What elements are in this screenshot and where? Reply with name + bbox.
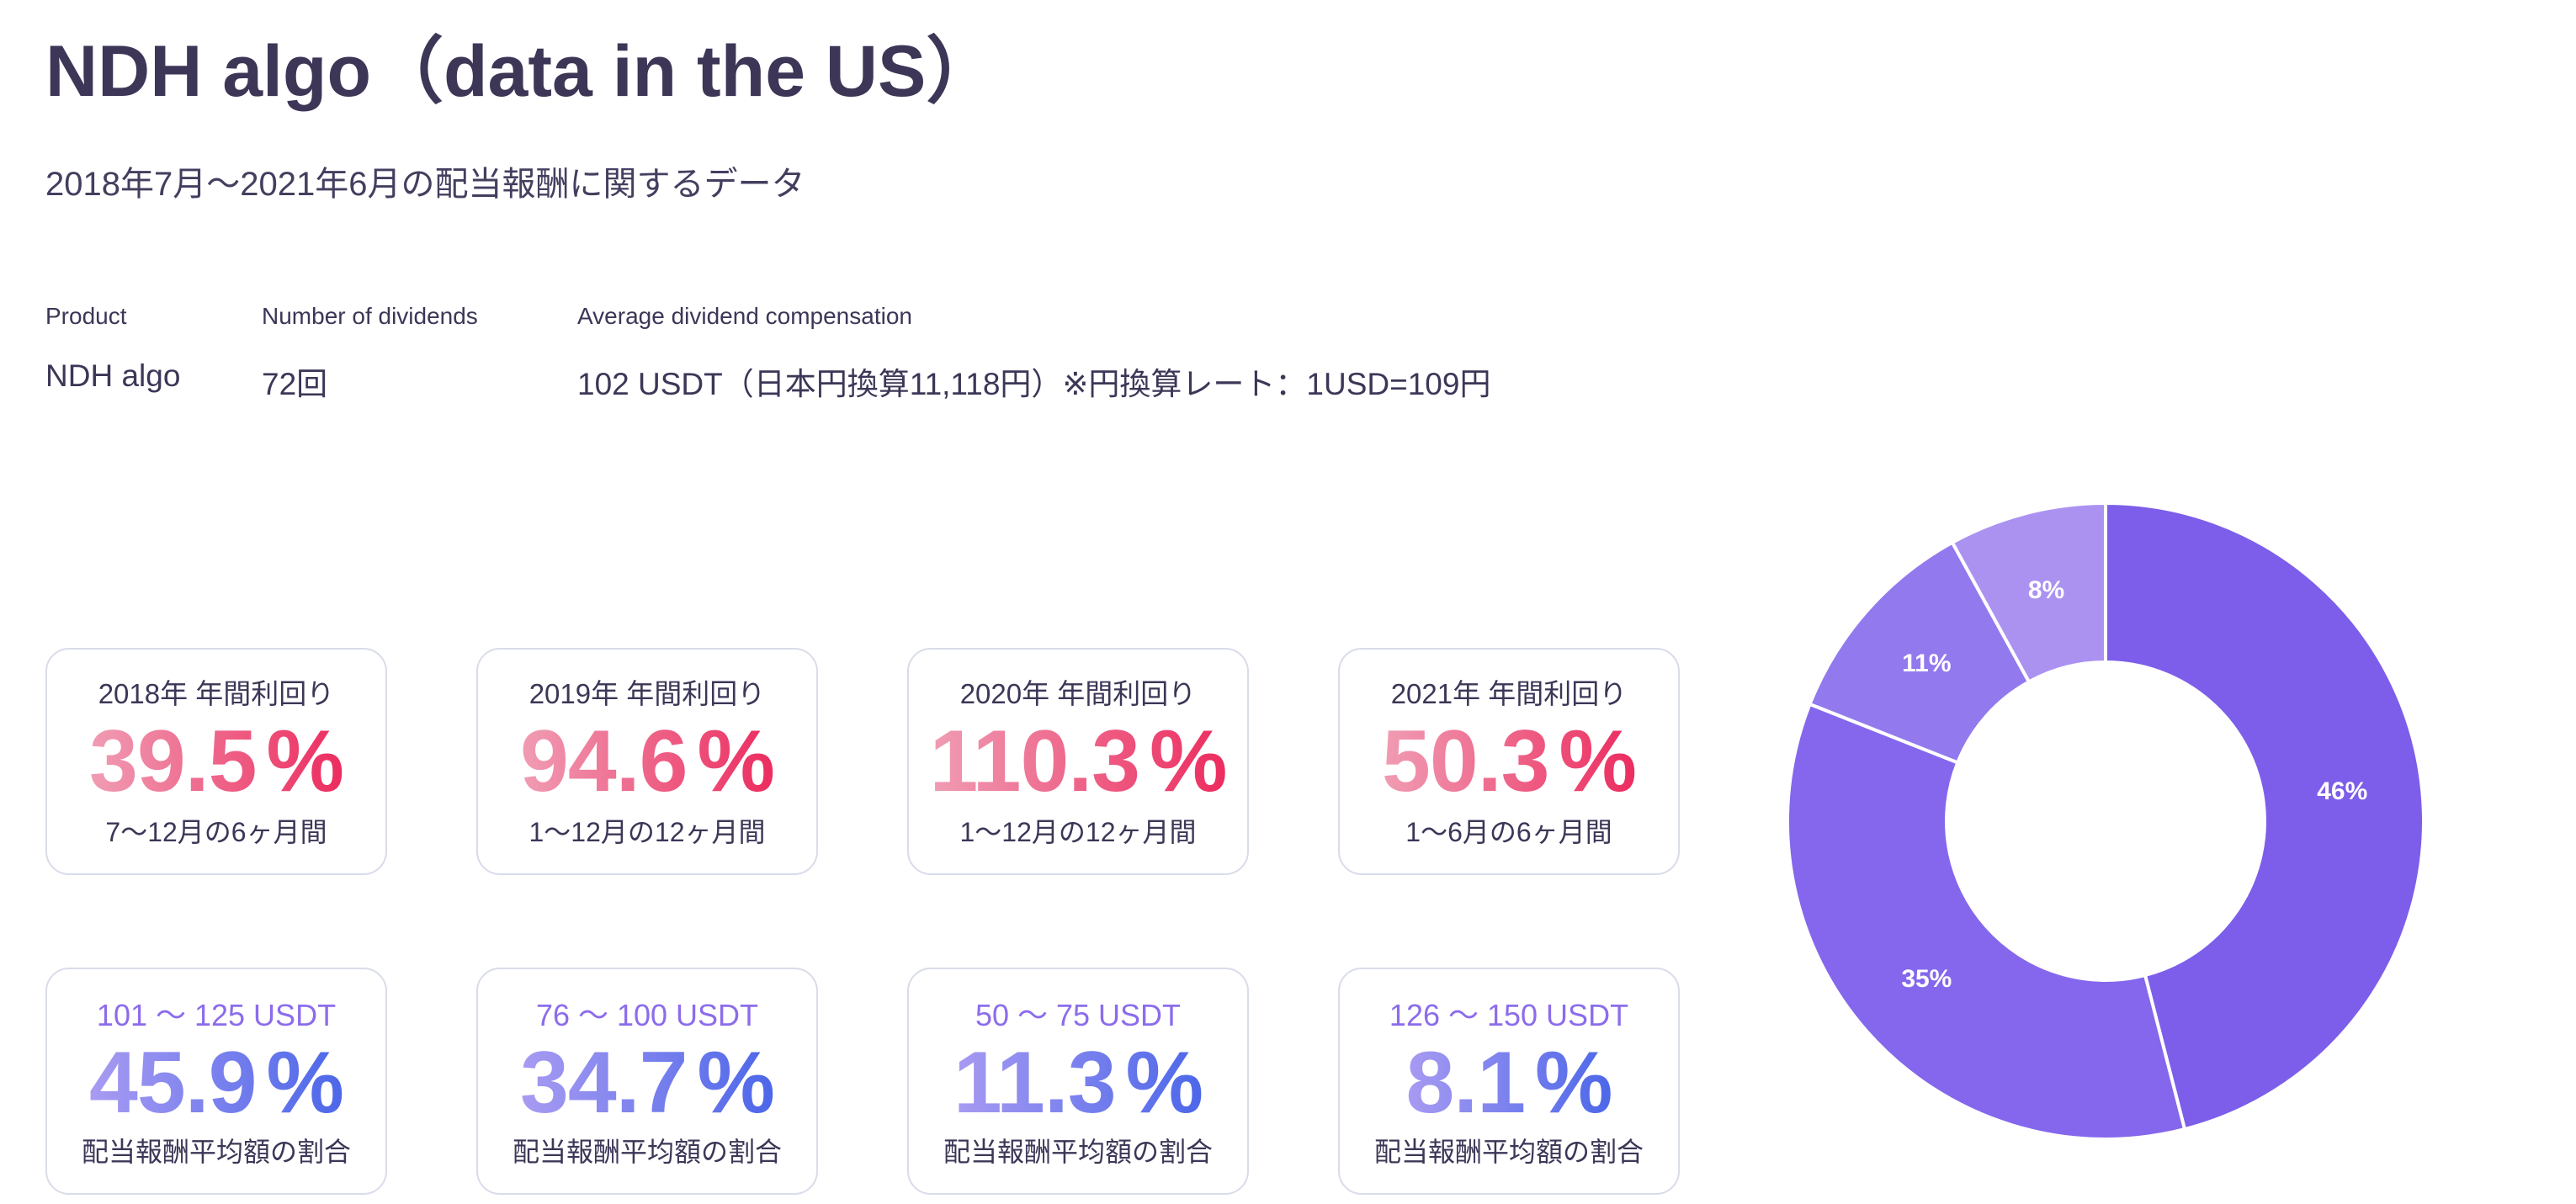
info-value-product: NDH algo xyxy=(45,358,181,393)
info-col-product: Product NDH algo xyxy=(45,303,262,394)
yield-card: 2019年 年間利回り 94.6 % 1～12月の12ヶ月間 xyxy=(476,648,818,875)
yield-card-period: 1～6月の6ヶ月間 xyxy=(1405,817,1612,847)
dividend-card-value: 8.1 % xyxy=(1405,1039,1612,1127)
percent-sign: % xyxy=(1535,1034,1612,1132)
dividend-card-value: 34.7 % xyxy=(520,1039,774,1127)
donut-segment xyxy=(1950,501,2107,684)
yield-percent-number: 50.3 xyxy=(1382,713,1549,810)
yield-card: 2020年 年間利回り 110.3 % 1～12月の12ヶ月間 xyxy=(907,648,1249,875)
yield-card-period: 1～12月の12ヶ月間 xyxy=(959,817,1197,847)
yield-card-value: 94.6 % xyxy=(520,718,774,805)
donut-segment-label: 11% xyxy=(1902,650,1951,677)
donut-segment xyxy=(1786,702,2186,1141)
yield-percent-number: 94.6 xyxy=(520,713,688,810)
info-label-compensation: Average dividend compensation xyxy=(577,303,912,329)
yield-card: 2021年 年間利回り 50.3 % 1～6月の6ヶ月間 xyxy=(1338,648,1680,875)
dividend-card-caption: 配当報酬平均額の割合 xyxy=(1373,1137,1644,1167)
yield-card-title: 2019年 年間利回り xyxy=(528,678,766,709)
percent-sign: % xyxy=(1150,713,1227,810)
yield-card-title: 2021年 年間利回り xyxy=(1390,678,1628,709)
yield-card-value: 110.3 % xyxy=(930,718,1227,805)
dividend-card-caption: 配当報酬平均額の割合 xyxy=(943,1137,1213,1167)
donut-segment xyxy=(2104,501,2425,1132)
dividend-card-range: 126 ～ 150 USDT xyxy=(1389,998,1629,1032)
dividend-card-range: 50 ～ 75 USDT xyxy=(975,998,1182,1032)
page-subtitle: 2018年7月～2021年6月の配当報酬に関するデータ xyxy=(45,166,805,203)
stat-cards-grid: 2018年 年間利回り 39.5 % 7～12月の6ヶ月間 2019年 年間利回… xyxy=(45,648,1680,1195)
yield-card: 2018年 年間利回り 39.5 % 7～12月の6ヶ月間 xyxy=(45,648,387,875)
percent-sign: % xyxy=(697,1034,774,1132)
dividend-card: 50 ～ 75 USDT 11.3 % 配当報酬平均額の割合 xyxy=(907,968,1249,1195)
yield-percent-number: 110.3 xyxy=(929,713,1140,810)
product-info: Product NDH algo Number of dividends 72回… xyxy=(45,303,1490,404)
yield-card-period: 1～12月の12ヶ月間 xyxy=(528,817,766,847)
percent-sign: % xyxy=(1559,713,1636,810)
percent-sign: % xyxy=(266,1034,343,1132)
dividend-card-range: 76 ～ 100 USDT xyxy=(535,998,759,1032)
dividend-percent-number: 11.3 xyxy=(953,1034,1116,1132)
yield-card-value: 50.3 % xyxy=(1382,718,1636,805)
donut-segment-label: 46% xyxy=(2317,777,2367,805)
percent-sign: % xyxy=(697,713,774,810)
percent-sign: % xyxy=(266,713,343,810)
yield-card-title: 2020年 年間利回り xyxy=(959,678,1197,709)
donut-segment-label: 35% xyxy=(1901,965,1952,993)
dividend-card-value: 45.9 % xyxy=(89,1039,343,1127)
donut-segment xyxy=(1808,540,2031,765)
donut-segment-label: 8% xyxy=(2028,576,2064,604)
info-label-dividends: Number of dividends xyxy=(262,303,478,329)
dividend-percent-number: 45.9 xyxy=(89,1034,257,1132)
dividend-percent-number: 8.1 xyxy=(1405,1034,1526,1132)
info-label-product: Product xyxy=(45,303,127,329)
yield-card-title: 2018年 年間利回り xyxy=(98,678,335,709)
page-title: NDH algo（data in the US） xyxy=(45,31,999,112)
yield-card-period: 7～12月の6ヶ月間 xyxy=(105,817,327,847)
dividend-card-range: 101 ～ 125 USDT xyxy=(96,998,337,1032)
dividend-card: 76 ～ 100 USDT 34.7 % 配当報酬平均額の割合 xyxy=(476,968,818,1195)
info-col-dividends: Number of dividends 72回 xyxy=(262,303,577,404)
info-value-compensation: 102 USDT（日本円換算11,118円）※円換算レート：1USD=109円 xyxy=(577,367,1491,401)
info-value-dividends: 72回 xyxy=(262,367,328,401)
dividend-card: 101 ～ 125 USDT 45.9 % 配当報酬平均額の割合 xyxy=(45,968,387,1195)
dividend-card-value: 11.3 % xyxy=(953,1039,1203,1127)
dividend-card-caption: 配当報酬平均額の割合 xyxy=(81,1137,351,1167)
dividend-card-caption: 配当報酬平均額の割合 xyxy=(512,1137,782,1167)
info-col-compensation: Average dividend compensation 102 USDT（日… xyxy=(577,303,1490,404)
percent-sign: % xyxy=(1125,1034,1203,1132)
dividend-percent-number: 34.7 xyxy=(520,1034,688,1132)
donut-chart: 46% 35% 11% 8% xyxy=(1786,501,2425,1141)
yield-percent-number: 39.5 xyxy=(89,713,257,810)
yield-card-value: 39.5 % xyxy=(89,718,343,805)
dividend-card: 126 ～ 150 USDT 8.1 % 配当報酬平均額の割合 xyxy=(1338,968,1680,1195)
